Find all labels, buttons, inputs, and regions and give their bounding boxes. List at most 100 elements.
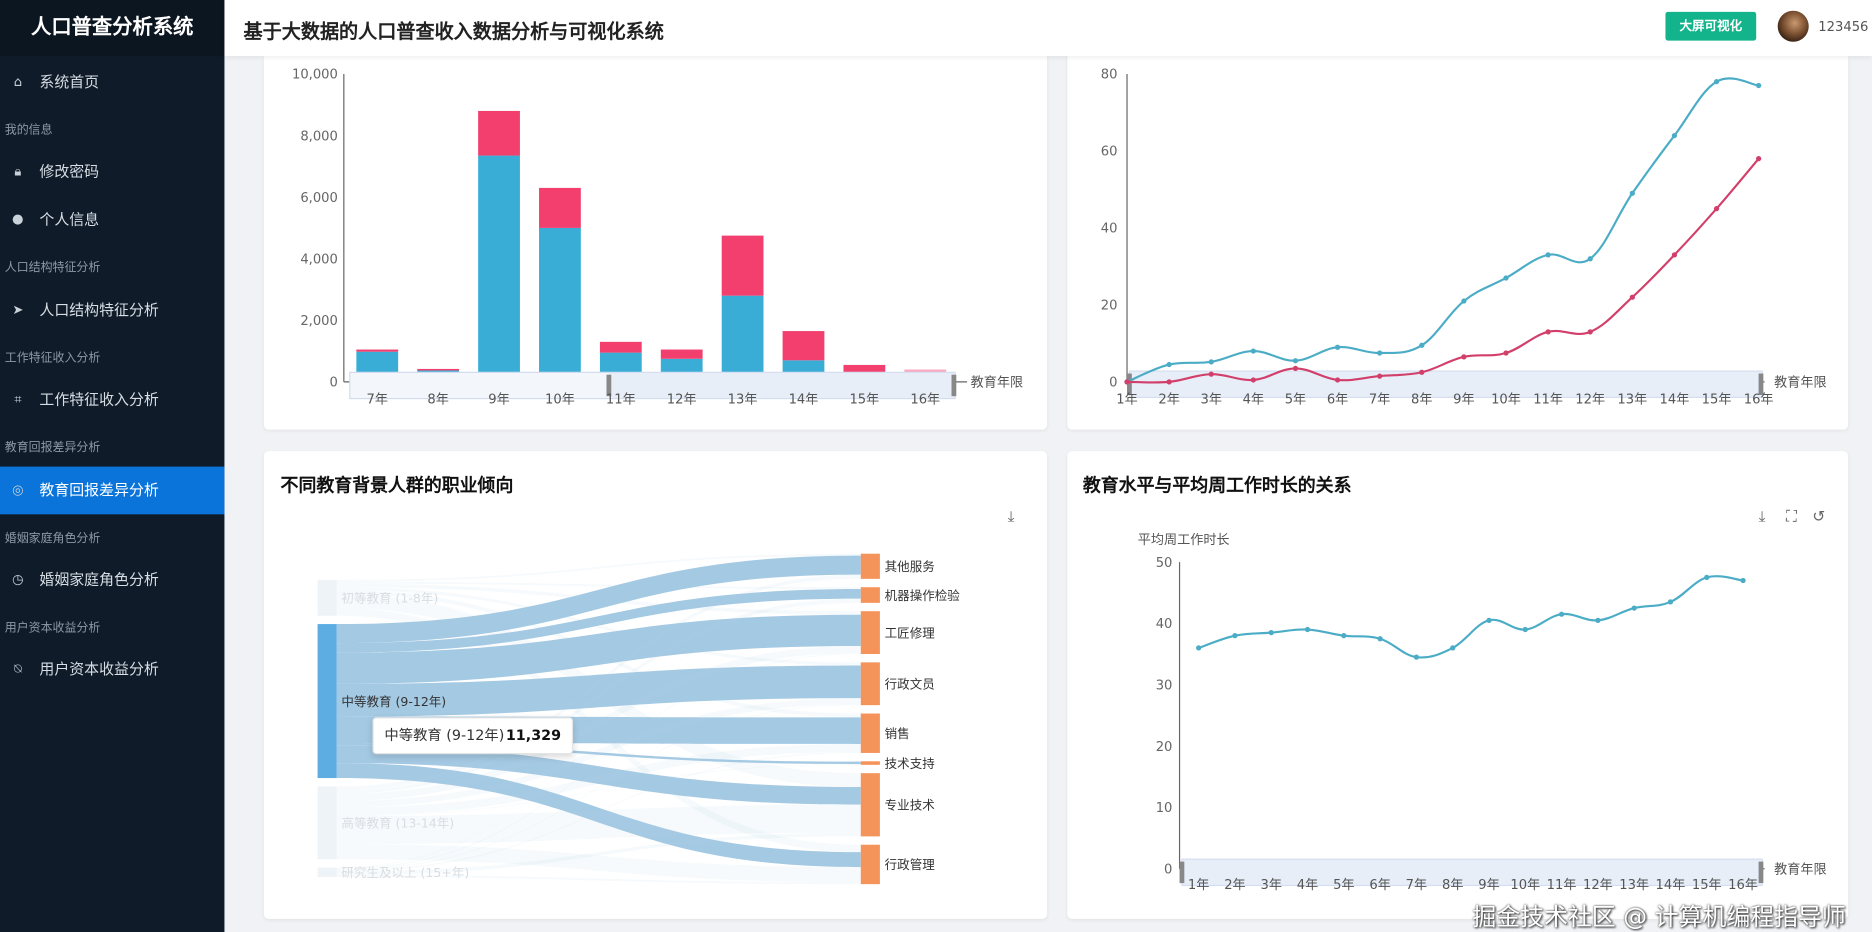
sidebar-item[interactable]: 🔒︎ 修改密码 — [0, 148, 224, 196]
data-point — [1250, 348, 1256, 354]
sankey-source-label: 初等教育 (1-8年) — [341, 591, 438, 606]
bar — [417, 368, 460, 371]
restore-icon[interactable]: ↺ — [1812, 508, 1826, 527]
sidebar-item[interactable]: ⌗ 工作特征收入分析 — [0, 376, 224, 424]
sidebar-item[interactable]: ◷ 婚姻家庭角色分析 — [0, 556, 224, 604]
download-icon[interactable]: ⤓ — [1007, 508, 1015, 527]
header: 基于大数据的人口普查收入数据分析与可视化系统 大屏可视化 123456 — [224, 0, 1872, 57]
sidebar-item[interactable]: ● 个人信息 — [0, 196, 224, 244]
data-point — [1166, 361, 1172, 368]
sankey-target-node — [860, 662, 880, 706]
x-tick-label: 8年 — [1411, 391, 1432, 407]
x-tick-label: 6年 — [1327, 391, 1348, 407]
datazoom-selected-range — [1181, 859, 1763, 886]
x-tick-label: 16年 — [1728, 877, 1758, 893]
navigation-icon: ➤ — [12, 301, 24, 318]
big-screen-button[interactable]: 大屏可视化 — [1665, 11, 1757, 41]
y-tick-label: 60 — [1101, 145, 1118, 160]
sidebar-item[interactable]: ➤ 人口结构特征分析 — [0, 286, 224, 334]
sankey-link — [336, 764, 861, 872]
x-tick-label: 2年 — [1224, 877, 1245, 893]
x-tick-label: 15年 — [1692, 877, 1722, 893]
sankey-target-label: 技术支持 — [885, 756, 935, 771]
bar — [539, 187, 581, 228]
data-point — [1450, 645, 1456, 651]
watermark: 掘金技术社区 @ 计算机编程指导师 — [1472, 902, 1846, 931]
x-tick-label: 15年 — [1702, 391, 1732, 407]
y-tick-label: 0 — [1164, 863, 1172, 878]
data-point — [1292, 358, 1299, 364]
series-line — [1127, 157, 1760, 384]
bar — [539, 227, 581, 382]
series-line — [1126, 77, 1759, 383]
y-tick-label: 20 — [1156, 740, 1173, 755]
data-point — [1250, 377, 1256, 383]
sankey-link — [336, 555, 861, 644]
x-tick-label: 10年 — [545, 391, 575, 407]
sidebar-group-label: 工作特征收入分析 — [4, 352, 101, 366]
sankey-target-node — [860, 553, 880, 579]
sankey-target-label: 专业技术 — [885, 798, 936, 813]
axis-name: 教育年限 — [971, 375, 1023, 391]
sidebar-item[interactable]: ◎ 教育回报差异分析 — [0, 466, 225, 515]
sankey-link — [336, 764, 861, 817]
sankey-link — [336, 581, 861, 590]
download-icon[interactable]: ⤓ — [1758, 508, 1766, 527]
sidebar-item-label: 工作特征收入分析 — [39, 390, 159, 409]
datazoom-handle-right[interactable] — [1758, 373, 1764, 395]
data-point — [1629, 190, 1635, 196]
x-tick-label: 16年 — [910, 391, 940, 407]
sankey-link — [336, 875, 861, 885]
sidebar-item-label: 用户资本收益分析 — [39, 659, 159, 678]
bar — [721, 235, 764, 296]
y-tick-label: 10,000 — [292, 68, 338, 83]
data-point — [1377, 636, 1383, 642]
datazoom-handle-left[interactable] — [1179, 861, 1185, 884]
x-tick-label: 12年 — [667, 391, 697, 407]
data-point — [1503, 350, 1509, 356]
sidebar-group-label: 教育回报差异分析 — [4, 441, 101, 455]
zoom-icon[interactable]: ⛶ — [1786, 508, 1797, 527]
sankey-target-node — [860, 773, 880, 837]
sankey-source-node — [317, 786, 337, 860]
sankey-link — [336, 751, 861, 872]
sidebar-item[interactable]: ⌂ 系统首页 — [0, 58, 224, 106]
sankey-link — [336, 742, 861, 765]
series-line — [1198, 575, 1744, 659]
datazoom-handle-left[interactable] — [606, 374, 612, 397]
datazoom-handle-right[interactable] — [951, 374, 957, 397]
x-tick-label: 14年 — [1656, 877, 1686, 893]
y-tick-label: 40 — [1101, 222, 1118, 237]
sidebar-item-label: 个人信息 — [39, 210, 100, 228]
data-point — [1671, 252, 1678, 258]
datazoom-selected-range — [608, 372, 956, 399]
avatar[interactable] — [1777, 10, 1809, 42]
sankey-target-label: 行政管理 — [885, 857, 936, 872]
axis-name: 教育年限 — [1774, 375, 1826, 391]
y-tick-label: 0 — [330, 376, 338, 391]
y-tick-label: 4,000 — [300, 252, 338, 267]
x-tick-label: 8年 — [427, 391, 448, 407]
x-tick-label: 1年 — [1116, 391, 1137, 407]
data-point — [1713, 79, 1720, 85]
sankey-link — [336, 578, 861, 869]
y-tick-label: 40 — [1156, 617, 1173, 632]
axis-name: 平均周工作时长 — [1138, 532, 1230, 548]
x-tick-label: 3年 — [1201, 391, 1222, 407]
x-tick-label: 5年 — [1285, 391, 1306, 407]
username[interactable]: 123456 — [1818, 19, 1869, 35]
x-tick-label: 4年 — [1297, 877, 1318, 893]
sankey-target-node — [860, 761, 880, 765]
data-point — [1461, 298, 1467, 304]
sidebar-item[interactable]: ⍉ 用户资本收益分析 — [0, 646, 224, 694]
datazoom-handle-left[interactable] — [1127, 373, 1132, 395]
sankey-link — [336, 553, 861, 582]
sidebar-item-label: 系统首页 — [39, 72, 100, 91]
x-tick-label: 9年 — [488, 391, 509, 407]
y-tick-label: 6,000 — [300, 191, 338, 206]
lock-icon: 🔒︎ — [14, 163, 22, 180]
datazoom-handle-right[interactable] — [1758, 861, 1764, 884]
sankey-source-label: 研究生及以上 (15+年) — [341, 865, 469, 880]
card-workhours-chart: 教育水平与平均周工作时长的关系 ⤓ ⛶ ↺ — [1067, 451, 1849, 919]
x-tick-label: 10年 — [1491, 391, 1521, 407]
